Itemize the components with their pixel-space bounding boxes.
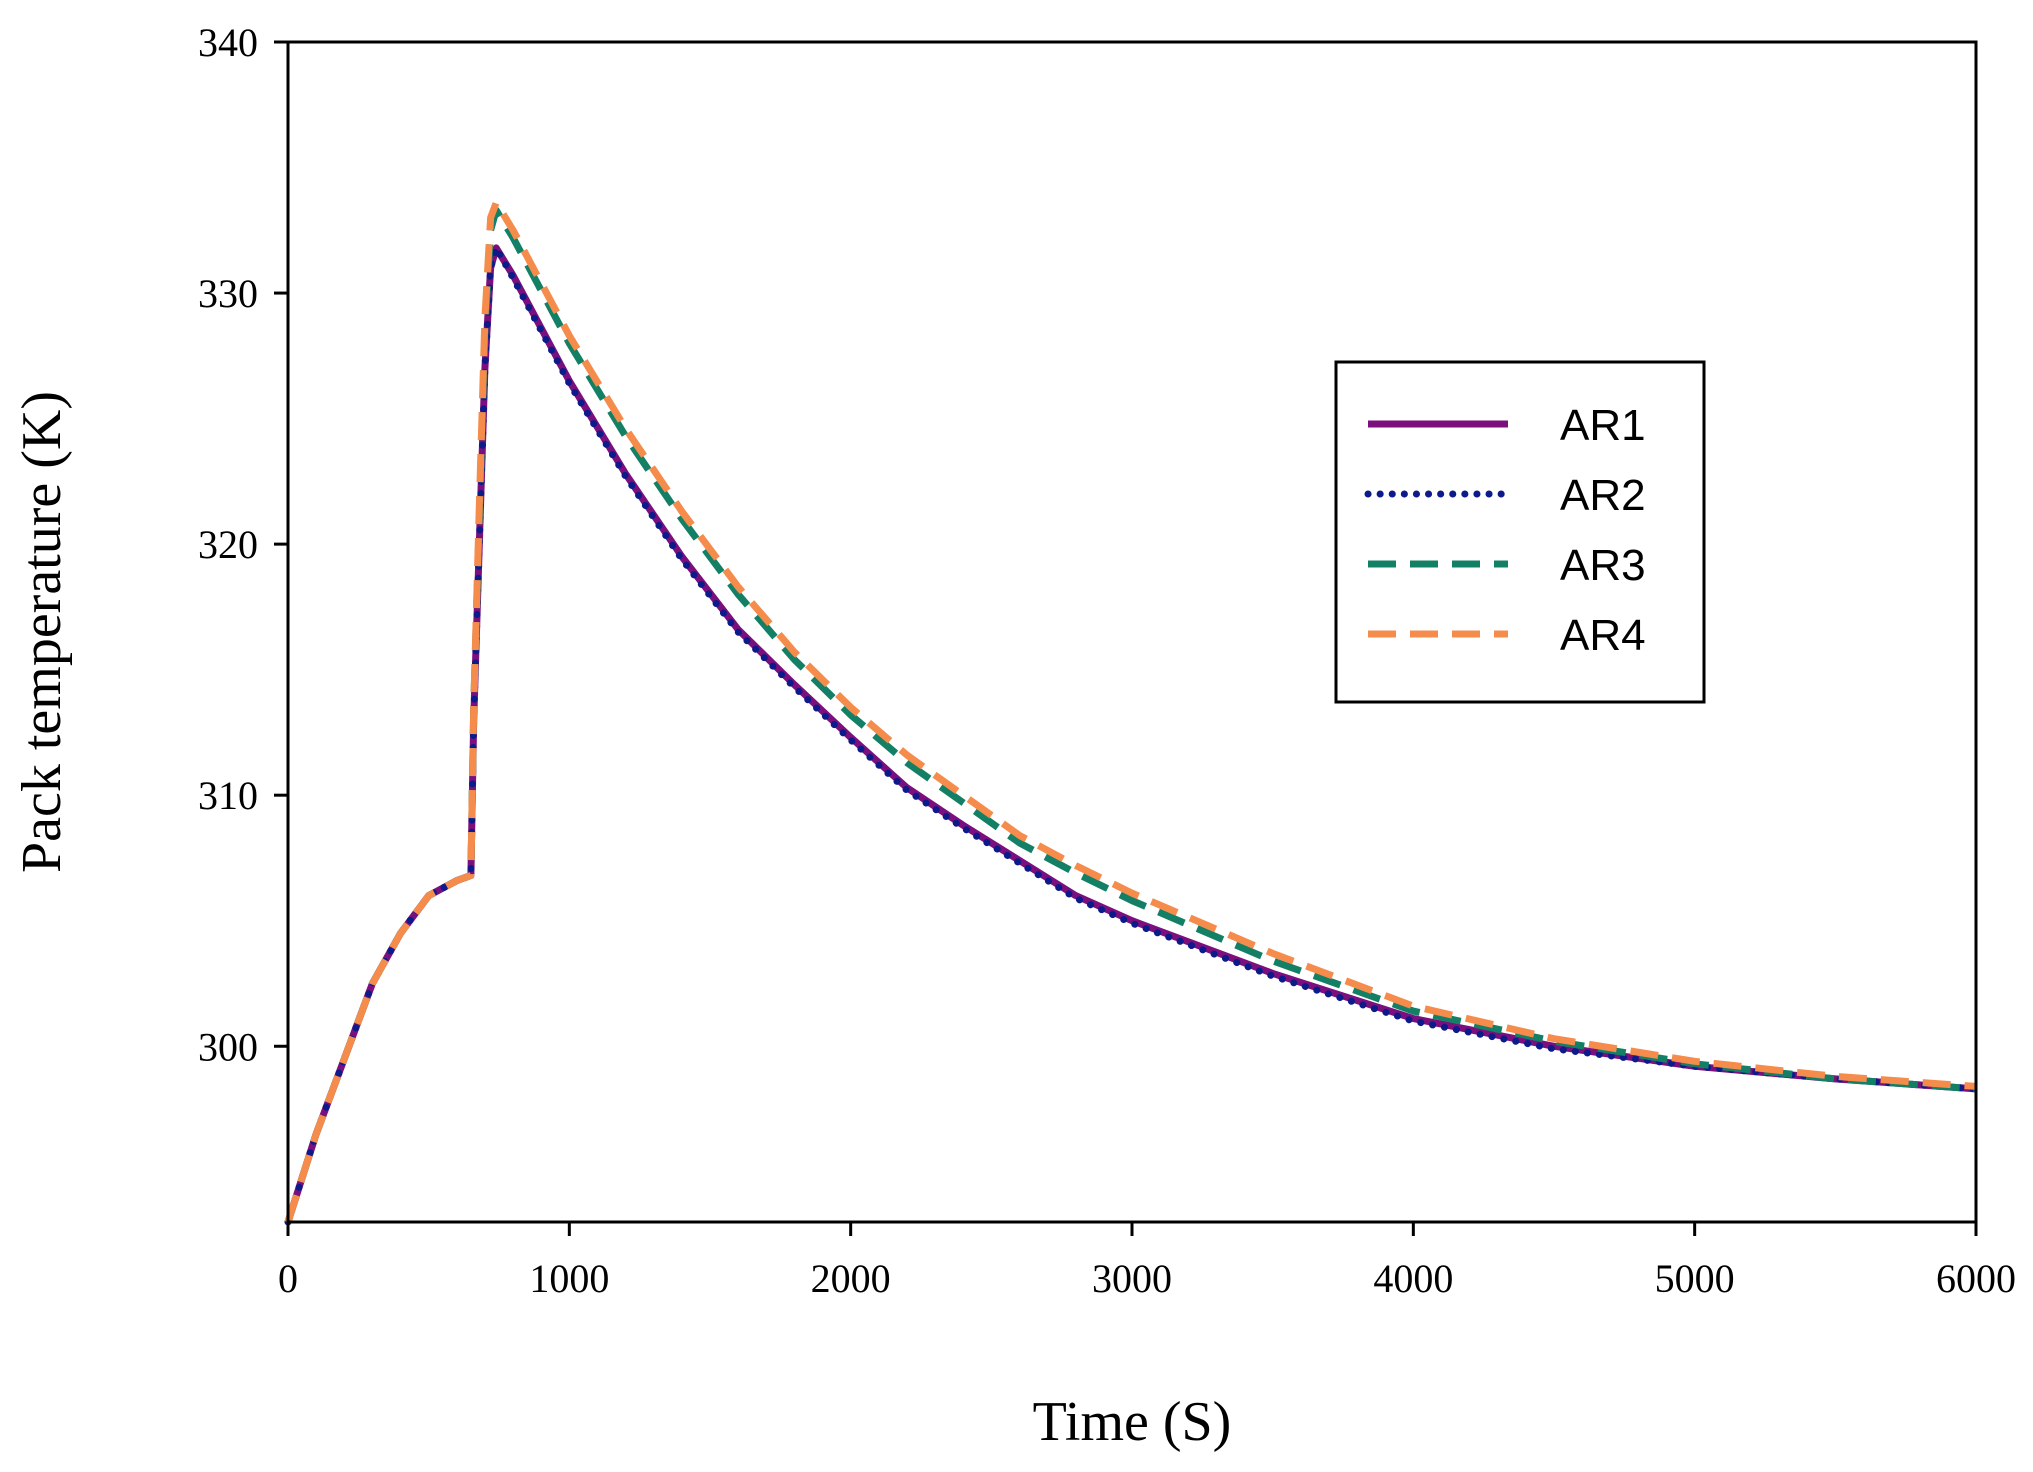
legend-label-ar2: AR2 bbox=[1560, 471, 1646, 520]
series-line-ar2 bbox=[284, 244, 1980, 1226]
legend-items: AR1 AR2 AR3 AR4 bbox=[1364, 401, 1646, 660]
legend-label-ar4: AR4 bbox=[1560, 611, 1646, 660]
legend-box bbox=[1334, 360, 1706, 704]
x-tick-label: 5000 bbox=[1655, 1256, 1735, 1301]
x-tick-label: 2000 bbox=[811, 1256, 891, 1301]
y-tick-label: 340 bbox=[198, 20, 258, 65]
series-line-ar4 bbox=[284, 199, 1977, 1224]
x-axis-ticks: 0 1000 2000 3000 4000 5000 6000 bbox=[278, 1222, 2016, 1301]
y-tick-label: 310 bbox=[198, 773, 258, 818]
legend-label-ar3: AR3 bbox=[1560, 541, 1646, 590]
x-tick-label: 1000 bbox=[529, 1256, 609, 1301]
legend-label-ar1: AR1 bbox=[1560, 401, 1646, 450]
y-axis-ticks: 300 310 320 330 340 bbox=[198, 20, 288, 1069]
legend: AR1 AR2 AR3 AR4 bbox=[1334, 360, 1706, 704]
series-layer bbox=[284, 199, 1980, 1226]
y-axis-label: Pack temperature (K) bbox=[11, 391, 73, 873]
x-axis-label: Time (S) bbox=[1033, 1391, 1232, 1453]
y-tick-label: 330 bbox=[198, 271, 258, 316]
x-tick-label: 3000 bbox=[1092, 1256, 1172, 1301]
x-tick-label: 0 bbox=[278, 1256, 298, 1301]
y-tick-label: 320 bbox=[198, 522, 258, 567]
x-tick-label: 4000 bbox=[1373, 1256, 1453, 1301]
x-tick-label: 6000 bbox=[1936, 1256, 2016, 1301]
y-tick-label: 300 bbox=[198, 1024, 258, 1069]
